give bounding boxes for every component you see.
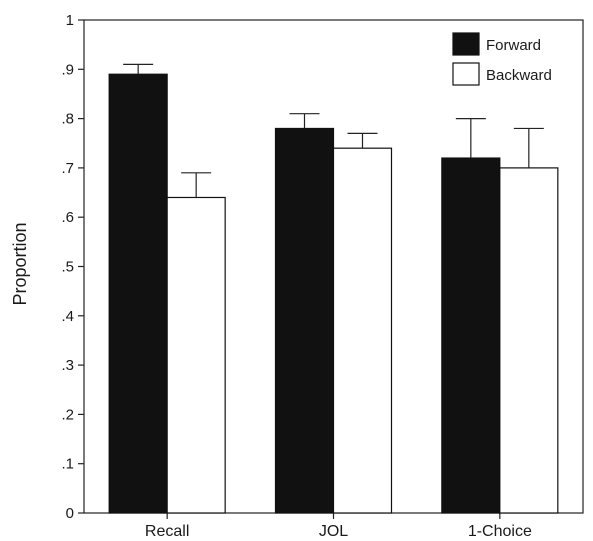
- y-tick-label: .5: [61, 259, 74, 276]
- bar-forward-1-choice: [441, 157, 501, 514]
- y-tick-label: 0: [66, 505, 74, 522]
- bars: [108, 73, 559, 514]
- legend-label-forward: Forward: [486, 37, 541, 54]
- bar-forward-recall: [108, 73, 168, 514]
- y-tick-label: .2: [61, 406, 74, 423]
- y-axis: 0 .1 .2 .3 .4 .5 .6 .7 .8 .9 1: [61, 12, 84, 522]
- y-tick-label: 1: [66, 12, 74, 29]
- bar-backward-jol: [332, 147, 393, 514]
- legend-label-backward: Backward: [486, 67, 552, 84]
- y-tick-label: .6: [61, 209, 74, 226]
- x-tick-label-1-choice: 1-Choice: [468, 523, 532, 540]
- legend-swatch-forward: [452, 32, 480, 56]
- legend-swatch-backward: [452, 62, 480, 86]
- y-tick-label: .4: [61, 308, 74, 325]
- y-axis-title: Proportion: [10, 222, 30, 305]
- x-axis: Recall JOL 1-Choice: [145, 513, 532, 540]
- y-tick-label: .1: [61, 456, 74, 473]
- bar-backward-1-choice: [499, 167, 559, 514]
- bar-forward-jol: [274, 127, 335, 514]
- x-tick-label-jol: JOL: [319, 523, 348, 540]
- error-bars: [123, 63, 544, 198]
- bar-backward-recall: [166, 196, 226, 514]
- legend: Forward Backward: [452, 32, 552, 86]
- x-tick-label-recall: Recall: [145, 523, 189, 540]
- y-tick-label: .7: [61, 160, 74, 177]
- y-tick-label: .9: [61, 61, 74, 78]
- y-tick-label: .8: [61, 111, 74, 128]
- y-tick-label: .3: [61, 357, 74, 374]
